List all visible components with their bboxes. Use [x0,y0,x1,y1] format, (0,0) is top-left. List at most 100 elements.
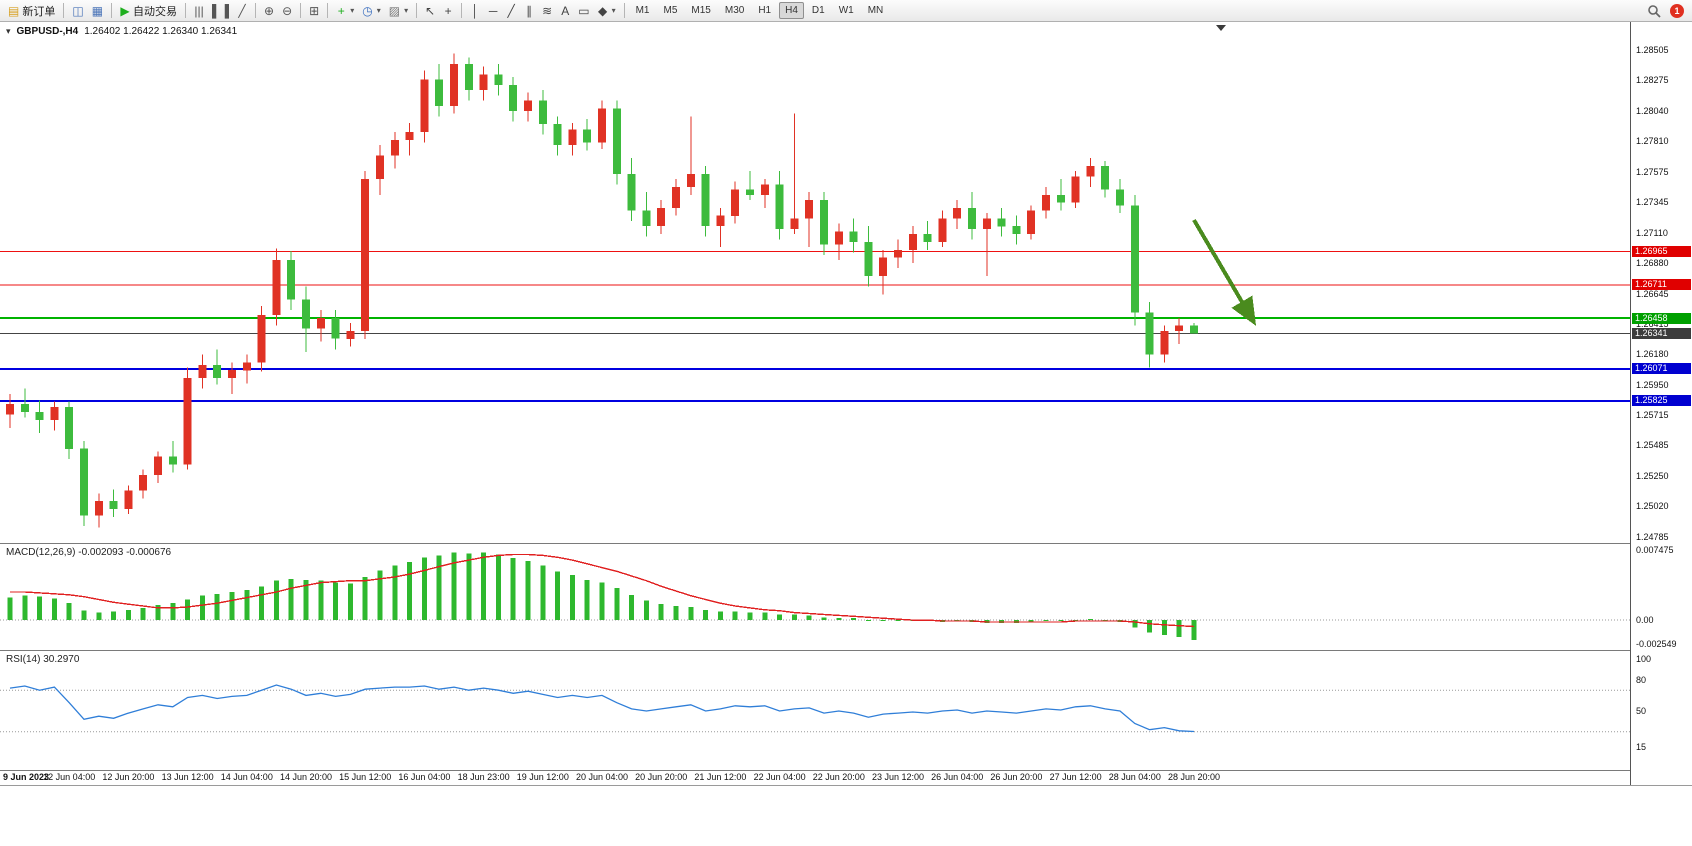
auto-trading-icon: ▶ [120,3,130,18]
arrows-button[interactable]: ◆ ▾ [594,2,620,20]
time-label: 20 Jun 04:00 [575,772,629,782]
price-tag-1.26341: 1.26341 [1632,327,1691,339]
timeframe-h4[interactable]: H4 [779,2,804,19]
timeframe-h1[interactable]: H1 [758,5,772,16]
auto-trading-button[interactable]: ▶ 自动交易 [116,2,181,20]
time-label: 26 Jun 04:00 [931,772,984,782]
panel-separator-axis[interactable] [0,770,1630,771]
chart-workspace: ▾ GBPUSD-,H4 1.26402 1.26422 1.26340 1.2… [0,22,1692,846]
text-label-button[interactable]: ▭ [574,2,593,20]
text-button[interactable]: A [556,2,574,20]
price-tag-1.26965: 1.26965 [1632,246,1691,258]
price-tick: 1.25715 [1636,410,1669,421]
periods-button[interactable]: ◷ ▾ [358,2,385,20]
axis-bottom-border [0,785,1692,786]
price-chart[interactable] [0,22,1630,543]
new-order-button[interactable]: ▤ 新订单 [4,2,59,20]
notification-badge[interactable]: 1 [1670,3,1684,18]
panel-separator-rsi[interactable] [0,650,1630,651]
crosshair-button[interactable]: + [439,2,457,20]
time-label: 23 Jun 12:00 [871,772,925,782]
time-label: 22 Jun 20:00 [812,772,865,782]
data-window-button[interactable]: ▦ [88,2,107,20]
macd-panel[interactable] [0,544,1630,650]
cursor-button[interactable]: ↖ [421,2,439,20]
price-tick: 1.25950 [1636,379,1669,390]
macd-signal-line [10,553,1195,628]
vertical-line-button[interactable]: │ [466,2,484,20]
equidistant-channel-button[interactable]: ∥ [520,2,538,20]
timeframe-w1[interactable]: W1 [838,5,854,16]
toolbar-separator [461,3,463,18]
data-window-icon: ▦ [91,3,104,18]
price-tag-1.25825: 1.25825 [1632,395,1691,407]
toolbar-separator [255,3,257,18]
templates-dropdown-icon[interactable]: ▾ [404,6,409,15]
rsi-panel[interactable] [0,651,1630,770]
time-label: 12 Jun 20:00 [102,772,155,782]
price-tick: 1.26880 [1636,257,1669,268]
indicators-button[interactable]: + ▾ [332,2,358,20]
macd-tick: -0.002549 [1636,639,1677,649]
price-tick: 1.25020 [1636,501,1669,512]
zoom-in-button[interactable]: ⊕ [260,2,278,20]
price-tick: 1.27110 [1636,227,1668,238]
fibonacci-icon: ≋ [542,3,553,18]
price-scale[interactable]: 1.28505 1.28275 1.28040 1.27810 1.27575 1.273… [1630,22,1692,785]
timeframe-d1[interactable]: D1 [811,5,825,16]
time-label: 9 Jun 2023 [3,772,50,782]
horizontal-line-button[interactable]: ─ [484,2,502,20]
trendline-button[interactable]: ╱ [502,2,520,20]
market-watch-icon: ◫ [72,3,84,18]
templates-icon: ▨ [388,3,401,18]
price-tick: 1.28275 [1636,75,1669,86]
new-order-icon: ▤ [8,3,20,18]
periods-icon: ◷ [362,3,373,18]
time-label: 13 Jun 12:00 [161,772,214,782]
zoom-out-button[interactable]: ⊖ [278,2,296,20]
periods-dropdown-icon[interactable]: ▾ [376,6,381,15]
time-label: 15 Jun 12:00 [339,772,392,782]
search-icon[interactable] [1646,3,1662,19]
templates-button[interactable]: ▨ ▾ [385,2,412,20]
timeframe-m1[interactable]: M1 [635,5,650,16]
candle-chart-type-button[interactable]: ▌▐ [208,2,233,20]
time-label: 12 Jun 04:00 [43,772,96,782]
toolbar-separator [623,3,625,18]
timeframe-buttons: M1 M5 M15 M30 H1 H4 D1 W1 MN [629,0,891,22]
time-label: 26 Jun 20:00 [990,772,1043,782]
candle-chart-type-icon: ▌▐ [212,3,230,18]
line-chart-type-button[interactable]: ╱ [233,2,251,20]
bar-chart-type-button[interactable]: ||| [190,2,208,20]
time-label: 27 Jun 12:00 [1049,772,1102,782]
timeframe-m30[interactable]: M30 [724,5,745,16]
price-tick: 1.27810 [1636,136,1669,147]
time-label: 20 Jun 20:00 [635,772,688,782]
rsi-tick: 15 [1636,742,1647,753]
timeframe-m15[interactable]: M15 [691,5,711,16]
toolbar-separator [63,3,65,18]
toolbar-separator [327,3,329,18]
zoom-in-icon: ⊕ [264,3,275,18]
new-order-label: 新订单 [22,5,56,18]
indicators-dropdown-icon[interactable]: ▾ [350,6,355,15]
oneclick-expand-icon[interactable]: ▾ [6,26,11,36]
price-tick: 1.27575 [1636,166,1669,177]
text-icon: A [561,3,570,18]
tile-windows-button[interactable]: ⊞ [305,2,323,20]
rsi-line [9,684,1195,733]
trend-arrow[interactable] [1192,218,1257,326]
market-watch-button[interactable]: ◫ [68,2,87,20]
fibonacci-button[interactable]: ≋ [538,2,556,20]
timeframe-mn[interactable]: MN [867,5,884,16]
price-tag-1.26711: 1.26711 [1632,279,1691,291]
timeframe-m5[interactable]: M5 [663,5,678,16]
indicators-icon: + [337,3,345,18]
chart-shift-marker[interactable] [1216,25,1226,31]
panel-separator-macd[interactable] [0,543,1630,544]
time-axis: 9 Jun 2023 12 Jun 04:00 12 Jun 20:00 13 Jun… [0,772,1630,785]
rsi-tick: 80 [1636,674,1647,685]
price-tick: 1.28040 [1636,106,1669,116]
price-tick: 1.28505 [1636,45,1669,56]
arrows-dropdown-icon[interactable]: ▾ [611,6,616,15]
